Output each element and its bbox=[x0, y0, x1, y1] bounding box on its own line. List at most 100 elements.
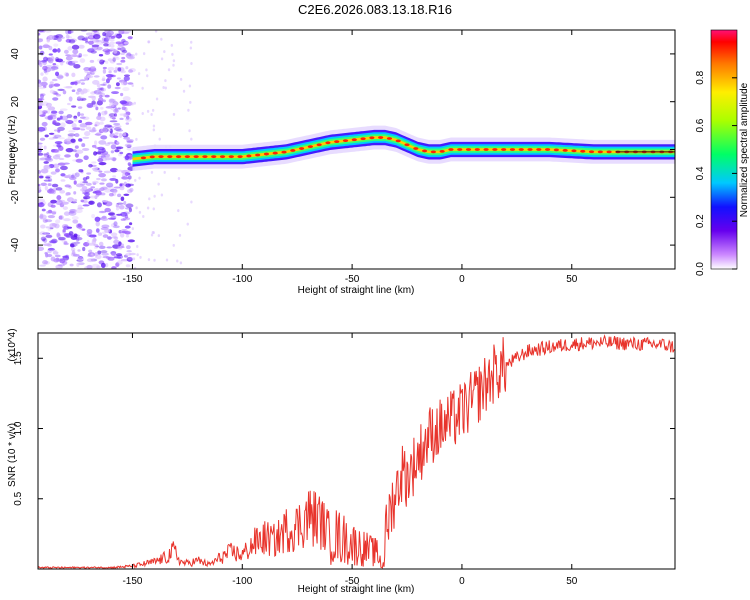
noise-speckle bbox=[58, 110, 64, 115]
snr-y-tick-label: 0.5 bbox=[13, 491, 24, 505]
noise-speckle bbox=[52, 62, 57, 66]
ridge-core bbox=[351, 138, 357, 142]
noise-speckle bbox=[95, 39, 103, 43]
snr-y-ticks: 0.5 1.0 1.5 bbox=[13, 351, 675, 506]
noise-speckle bbox=[105, 256, 111, 260]
noise-speckle bbox=[57, 129, 61, 133]
noise-speckle bbox=[101, 178, 107, 182]
noise-speckle bbox=[129, 187, 134, 193]
noise-speckle bbox=[158, 137, 161, 141]
noise-speckle bbox=[73, 180, 77, 185]
noise-speckle bbox=[95, 228, 100, 233]
noise-speckle bbox=[91, 95, 96, 101]
noise-speckle bbox=[61, 201, 69, 206]
noise-speckle bbox=[89, 195, 97, 199]
noise-speckle bbox=[38, 198, 45, 203]
colorbar-tick-label: 0.6 bbox=[695, 118, 706, 132]
noise-speckle bbox=[72, 149, 77, 153]
noise-speckle bbox=[113, 190, 118, 193]
noise-speckle bbox=[55, 187, 63, 191]
noise-speckle bbox=[38, 32, 41, 36]
noise-speckle bbox=[40, 93, 44, 99]
noise-speckle bbox=[71, 105, 77, 108]
noise-speckle bbox=[85, 37, 89, 43]
noise-speckle bbox=[118, 205, 125, 210]
noise-speckle bbox=[91, 238, 96, 244]
noise-speckle bbox=[98, 245, 106, 250]
noise-speckle bbox=[123, 75, 130, 81]
noise-speckle bbox=[127, 56, 135, 60]
noise-speckle bbox=[77, 111, 81, 117]
noise-speckle bbox=[112, 101, 119, 106]
noise-speckle bbox=[110, 144, 117, 150]
noise-speckle bbox=[98, 54, 104, 57]
noise-speckle bbox=[114, 107, 118, 113]
noise-speckle bbox=[92, 34, 101, 40]
noise-speckle bbox=[86, 264, 93, 269]
noise-speckle bbox=[64, 184, 71, 188]
noise-speckle bbox=[72, 127, 81, 131]
noise-speckle bbox=[86, 75, 94, 79]
noise-speckle bbox=[112, 213, 117, 218]
noise-speckle bbox=[83, 195, 91, 200]
noise-speckle bbox=[77, 55, 81, 58]
spectrogram-y-tick-label: 0 bbox=[10, 146, 21, 152]
noise-speckle bbox=[38, 175, 44, 179]
noise-speckle bbox=[49, 89, 55, 94]
noise-speckle bbox=[51, 189, 56, 195]
noise-speckle bbox=[57, 37, 62, 42]
noise-speckle bbox=[51, 223, 58, 227]
spectrogram-y-tick-label: -40 bbox=[10, 237, 21, 252]
noise-speckle bbox=[160, 57, 164, 61]
noise-speckle bbox=[127, 239, 135, 243]
noise-speckle bbox=[95, 48, 102, 51]
noise-speckle bbox=[62, 255, 68, 258]
noise-speckle bbox=[67, 36, 73, 39]
noise-speckle bbox=[72, 219, 79, 224]
noise-speckle bbox=[65, 30, 70, 35]
noise-speckle bbox=[102, 99, 106, 103]
noise-speckle bbox=[116, 141, 120, 144]
noise-speckle bbox=[65, 192, 69, 196]
noise-speckle bbox=[52, 119, 57, 124]
noise-speckle bbox=[79, 97, 87, 101]
noise-speckle bbox=[107, 84, 112, 89]
noise-speckle bbox=[163, 50, 166, 54]
noise-speckle bbox=[133, 266, 137, 269]
ridge-core bbox=[298, 147, 305, 150]
noise-speckle bbox=[138, 176, 141, 180]
noise-speckle-layer bbox=[38, 30, 193, 269]
noise-speckle bbox=[63, 241, 68, 245]
noise-speckle bbox=[108, 113, 116, 117]
noise-speckle bbox=[92, 127, 96, 132]
ridge-core bbox=[386, 137, 393, 140]
noise-speckle bbox=[94, 121, 100, 127]
noise-speckle bbox=[160, 193, 164, 197]
noise-speckle bbox=[119, 183, 123, 187]
noise-speckle bbox=[120, 196, 125, 202]
noise-speckle bbox=[43, 68, 47, 74]
noise-speckle bbox=[42, 85, 47, 89]
noise-speckle bbox=[190, 40, 193, 44]
noise-speckle bbox=[119, 100, 127, 105]
noise-speckle bbox=[80, 113, 85, 116]
ridge-core bbox=[571, 149, 577, 153]
noise-speckle bbox=[100, 106, 104, 110]
noise-speckle bbox=[39, 50, 45, 56]
noise-speckle bbox=[100, 192, 106, 196]
noise-speckle bbox=[87, 48, 95, 53]
noise-speckle bbox=[79, 58, 86, 63]
noise-speckle bbox=[107, 141, 115, 145]
snr-x-tick-label: 50 bbox=[566, 576, 578, 587]
noise-speckle bbox=[115, 82, 120, 87]
noise-speckle bbox=[72, 253, 80, 257]
noise-speckle bbox=[101, 88, 106, 92]
noise-speckle bbox=[51, 183, 59, 188]
noise-speckle bbox=[125, 122, 130, 125]
noise-speckle bbox=[121, 176, 129, 180]
noise-speckle bbox=[51, 78, 58, 82]
noise-speckle bbox=[77, 96, 83, 102]
noise-speckle bbox=[111, 35, 120, 38]
noise-speckle bbox=[71, 216, 79, 220]
noise-speckle bbox=[89, 59, 95, 63]
